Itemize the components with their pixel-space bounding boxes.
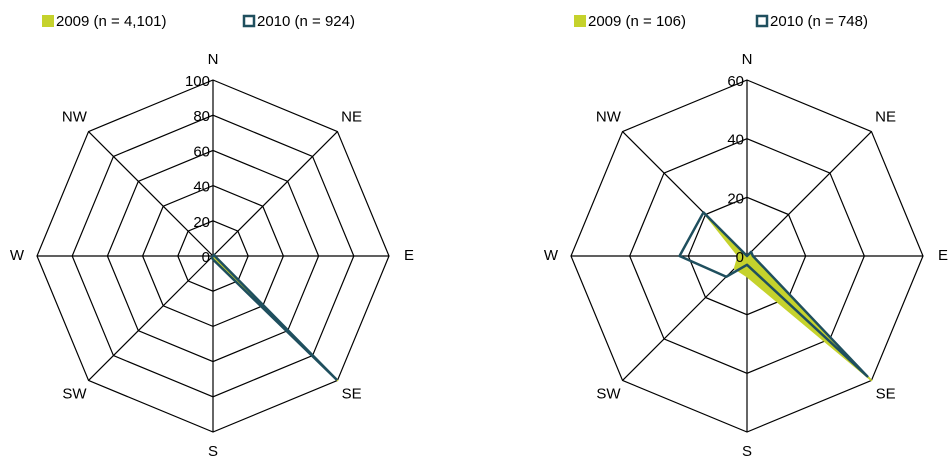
direction-label: NE: [875, 108, 896, 125]
tick-label: 0: [736, 249, 744, 266]
tick-label: 40: [727, 132, 744, 149]
direction-label: S: [208, 443, 218, 460]
legend-swatch: [242, 14, 256, 28]
direction-label: SW: [596, 386, 621, 403]
direction-label: S: [742, 443, 752, 460]
direction-label: SE: [876, 386, 896, 403]
direction-label: SW: [62, 386, 87, 403]
legend-label: 2010 (n = 748): [770, 13, 868, 30]
spoke: [88, 255, 214, 381]
tick-label: 40: [193, 179, 210, 196]
series-area: [210, 253, 338, 381]
tick-label: 20: [727, 190, 744, 207]
legend-swatch: [755, 14, 769, 28]
spoke: [212, 131, 338, 257]
legend-label: 2010 (n = 924): [257, 13, 355, 30]
legend-swatch: [574, 15, 586, 27]
legend-label: 2009 (n = 4,101): [56, 13, 167, 30]
direction-label: W: [544, 247, 559, 264]
direction-label: NW: [62, 108, 88, 125]
tick-label: 100: [185, 73, 210, 90]
direction-label: NE: [341, 108, 362, 125]
direction-label: NW: [596, 108, 622, 125]
spoke: [746, 131, 872, 257]
direction-label: N: [208, 51, 219, 68]
direction-label: E: [938, 247, 948, 264]
tick-label: 60: [727, 73, 744, 90]
legend-label: 2009 (n = 106): [588, 13, 686, 30]
legend-swatch: [42, 15, 54, 27]
tick-label: 80: [193, 108, 210, 125]
direction-label: W: [10, 247, 25, 264]
direction-label: N: [742, 51, 753, 68]
series-area: [678, 211, 869, 378]
tick-label: 0: [202, 249, 210, 266]
direction-label: SE: [342, 386, 362, 403]
spoke: [88, 131, 214, 257]
direction-label: E: [404, 247, 414, 264]
tick-label: 60: [193, 143, 210, 160]
tick-label: 20: [193, 214, 210, 231]
